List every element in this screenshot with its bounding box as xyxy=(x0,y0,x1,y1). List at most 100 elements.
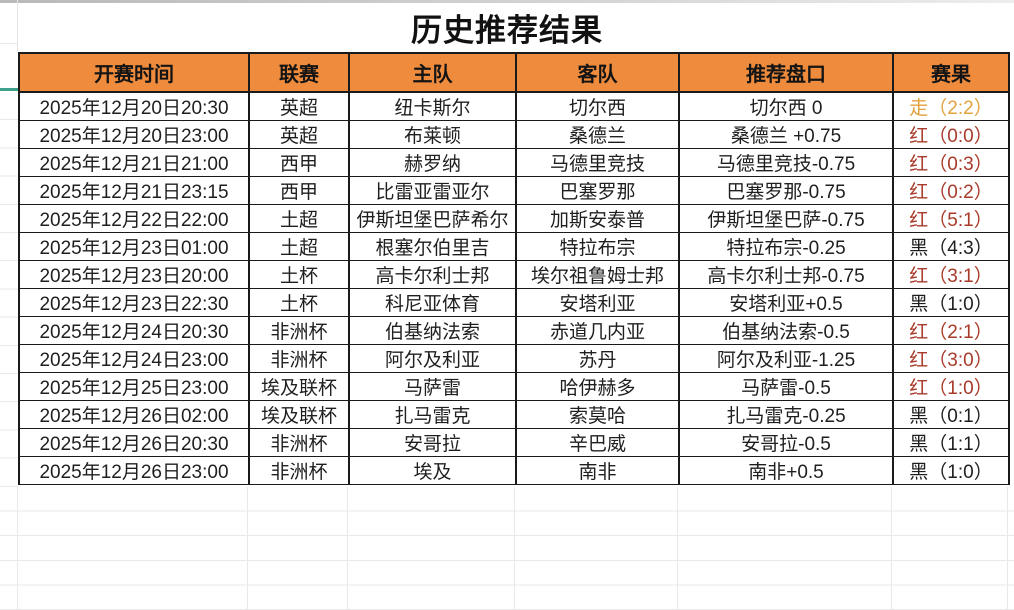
cell-away[interactable]: 苏丹 xyxy=(515,344,680,373)
table-row: 2025年12月24日20:30 非洲杯 伯基纳法索 赤道几内亚 伯基纳法索-0.5 红（… xyxy=(18,316,1010,345)
column-header-handicap[interactable]: 推荐盘口 xyxy=(678,52,894,93)
cell-handicap[interactable]: 阿尔及利亚-1.25 xyxy=(678,344,894,373)
cell-home[interactable]: 伯基纳法索 xyxy=(348,316,517,345)
header-row: 开赛时间 联赛 主队 客队 推荐盘口 赛果 xyxy=(18,52,1010,93)
gridline xyxy=(17,0,18,52)
cell-away[interactable]: 埃尔祖鲁姆士邦 xyxy=(515,260,680,289)
cell-handicap[interactable]: 南非+0.5 xyxy=(678,456,894,485)
cell-handicap[interactable]: 高卡尔利士邦-0.75 xyxy=(678,260,894,289)
cell-home[interactable]: 伊斯坦堡巴萨希尔 xyxy=(348,204,517,233)
cell-result[interactable]: 红（0:2） xyxy=(892,176,1010,205)
cell-away[interactable]: 哈伊赫多 xyxy=(515,372,680,401)
column-header-result[interactable]: 赛果 xyxy=(892,52,1010,93)
cell-result[interactable]: 红（3:0） xyxy=(892,344,1010,373)
cell-away[interactable]: 赤道几内亚 xyxy=(515,316,680,345)
cell-handicap[interactable]: 巴塞罗那-0.75 xyxy=(678,176,894,205)
cell-home[interactable]: 安哥拉 xyxy=(348,428,517,457)
cell-handicap[interactable]: 安哥拉-0.5 xyxy=(678,428,894,457)
cell-away[interactable]: 巴塞罗那 xyxy=(515,176,680,205)
cell-time[interactable]: 2025年12月20日20:30 xyxy=(18,91,250,121)
cell-league[interactable]: 非洲杯 xyxy=(248,344,350,373)
cell-handicap[interactable]: 扎马雷克-0.25 xyxy=(678,400,894,429)
column-header-league[interactable]: 联赛 xyxy=(248,52,350,93)
cell-time[interactable]: 2025年12月26日02:00 xyxy=(18,400,250,429)
cell-home[interactable]: 高卡尔利士邦 xyxy=(348,260,517,289)
table-row: 2025年12月26日02:00 埃及联杯 扎马雷克 索莫哈 扎马雷克-0.25 黑（0:… xyxy=(18,400,1010,429)
cell-away[interactable]: 特拉布宗 xyxy=(515,232,680,261)
cell-result[interactable]: 红（3:1） xyxy=(892,260,1010,289)
cell-league[interactable]: 土杯 xyxy=(248,288,350,317)
cell-time[interactable]: 2025年12月23日01:00 xyxy=(18,232,250,261)
cell-result[interactable]: 红（1:0） xyxy=(892,372,1010,401)
cell-home[interactable]: 比雷亚雷亚尔 xyxy=(348,176,517,205)
cell-result[interactable]: 黑（1:0） xyxy=(892,456,1010,485)
cell-time[interactable]: 2025年12月25日23:00 xyxy=(18,372,250,401)
cell-away[interactable]: 索莫哈 xyxy=(515,400,680,429)
cell-league[interactable]: 非洲杯 xyxy=(248,428,350,457)
cell-league[interactable]: 埃及联杯 xyxy=(248,372,350,401)
cell-handicap[interactable]: 特拉布宗-0.25 xyxy=(678,232,894,261)
cell-league[interactable]: 非洲杯 xyxy=(248,316,350,345)
cell-league[interactable]: 土杯 xyxy=(248,260,350,289)
cell-result[interactable]: 黑（0:1） xyxy=(892,400,1010,429)
cell-handicap[interactable]: 伊斯坦堡巴萨-0.75 xyxy=(678,204,894,233)
cell-time[interactable]: 2025年12月26日20:30 xyxy=(18,428,250,457)
cell-result[interactable]: 红（5:1） xyxy=(892,204,1010,233)
cell-result[interactable]: 黑（1:1） xyxy=(892,428,1010,457)
cell-time[interactable]: 2025年12月20日23:00 xyxy=(18,120,250,149)
cell-result[interactable]: 红（0:3） xyxy=(892,148,1010,177)
cell-handicap[interactable]: 马德里竞技-0.75 xyxy=(678,148,894,177)
column-header-time[interactable]: 开赛时间 xyxy=(18,52,250,93)
cell-home[interactable]: 阿尔及利亚 xyxy=(348,344,517,373)
cell-handicap[interactable]: 桑德兰 +0.75 xyxy=(678,120,894,149)
cell-league[interactable]: 英超 xyxy=(248,91,350,121)
cell-home[interactable]: 马萨雷 xyxy=(348,372,517,401)
row-gutter xyxy=(0,92,18,487)
cell-handicap[interactable]: 安塔利亚+0.5 xyxy=(678,288,894,317)
cell-result[interactable]: 走（2:2） xyxy=(892,91,1010,121)
cell-handicap[interactable]: 伯基纳法索-0.5 xyxy=(678,316,894,345)
cell-league[interactable]: 土超 xyxy=(248,204,350,233)
cell-away[interactable]: 安塔利亚 xyxy=(515,288,680,317)
cell-home[interactable]: 根塞尔伯里吉 xyxy=(348,232,517,261)
cell-league[interactable]: 英超 xyxy=(248,120,350,149)
cell-away[interactable]: 切尔西 xyxy=(515,91,680,121)
cell-away[interactable]: 桑德兰 xyxy=(515,120,680,149)
cell-time[interactable]: 2025年12月21日23:15 xyxy=(18,176,250,205)
cell-result[interactable]: 黑（4:3） xyxy=(892,232,1010,261)
table-row: 2025年12月21日21:00 西甲 赫罗纳 马德里竞技 马德里竞技-0.75 红（0:… xyxy=(18,148,1010,177)
cell-result[interactable]: 红（2:1） xyxy=(892,316,1010,345)
cell-time[interactable]: 2025年12月23日20:00 xyxy=(18,260,250,289)
cell-away[interactable]: 加斯安泰普 xyxy=(515,204,680,233)
cell-league[interactable]: 西甲 xyxy=(248,176,350,205)
cell-away[interactable]: 马德里竞技 xyxy=(515,148,680,177)
cell-home[interactable]: 扎马雷克 xyxy=(348,400,517,429)
column-header-home[interactable]: 主队 xyxy=(348,52,517,93)
cell-home[interactable]: 科尼亚体育 xyxy=(348,288,517,317)
cell-time[interactable]: 2025年12月23日22:30 xyxy=(18,288,250,317)
cell-league[interactable]: 埃及联杯 xyxy=(248,400,350,429)
cell-time[interactable]: 2025年12月24日23:00 xyxy=(18,344,250,373)
cell-result[interactable]: 红（0:0） xyxy=(892,120,1010,149)
cell-league[interactable]: 非洲杯 xyxy=(248,456,350,485)
cell-time[interactable]: 2025年12月21日21:00 xyxy=(18,148,250,177)
cell-time[interactable]: 2025年12月22日22:00 xyxy=(18,204,250,233)
cell-home[interactable]: 埃及 xyxy=(348,456,517,485)
table-row: 2025年12月20日20:30 英超 纽卡斯尔 切尔西 切尔西 0 走（2:2） xyxy=(18,91,1010,121)
table-body: 2025年12月20日20:30 英超 纽卡斯尔 切尔西 切尔西 0 走（2:2） 2025… xyxy=(18,91,1010,485)
cell-time[interactable]: 2025年12月26日23:00 xyxy=(18,456,250,485)
cell-home[interactable]: 赫罗纳 xyxy=(348,148,517,177)
cell-handicap[interactable]: 切尔西 0 xyxy=(678,91,894,121)
cell-result[interactable]: 黑（1:0） xyxy=(892,288,1010,317)
cell-home[interactable]: 布莱顿 xyxy=(348,120,517,149)
empty-grid-area[interactable] xyxy=(0,487,1014,610)
cell-league[interactable]: 西甲 xyxy=(248,148,350,177)
cell-handicap[interactable]: 马萨雷-0.5 xyxy=(678,372,894,401)
page-title: 历史推荐结果 xyxy=(411,12,603,48)
column-header-away[interactable]: 客队 xyxy=(515,52,680,93)
cell-league[interactable]: 土超 xyxy=(248,232,350,261)
cell-away[interactable]: 南非 xyxy=(515,456,680,485)
cell-home[interactable]: 纽卡斯尔 xyxy=(348,91,517,121)
cell-away[interactable]: 辛巴威 xyxy=(515,428,680,457)
cell-time[interactable]: 2025年12月24日20:30 xyxy=(18,316,250,345)
